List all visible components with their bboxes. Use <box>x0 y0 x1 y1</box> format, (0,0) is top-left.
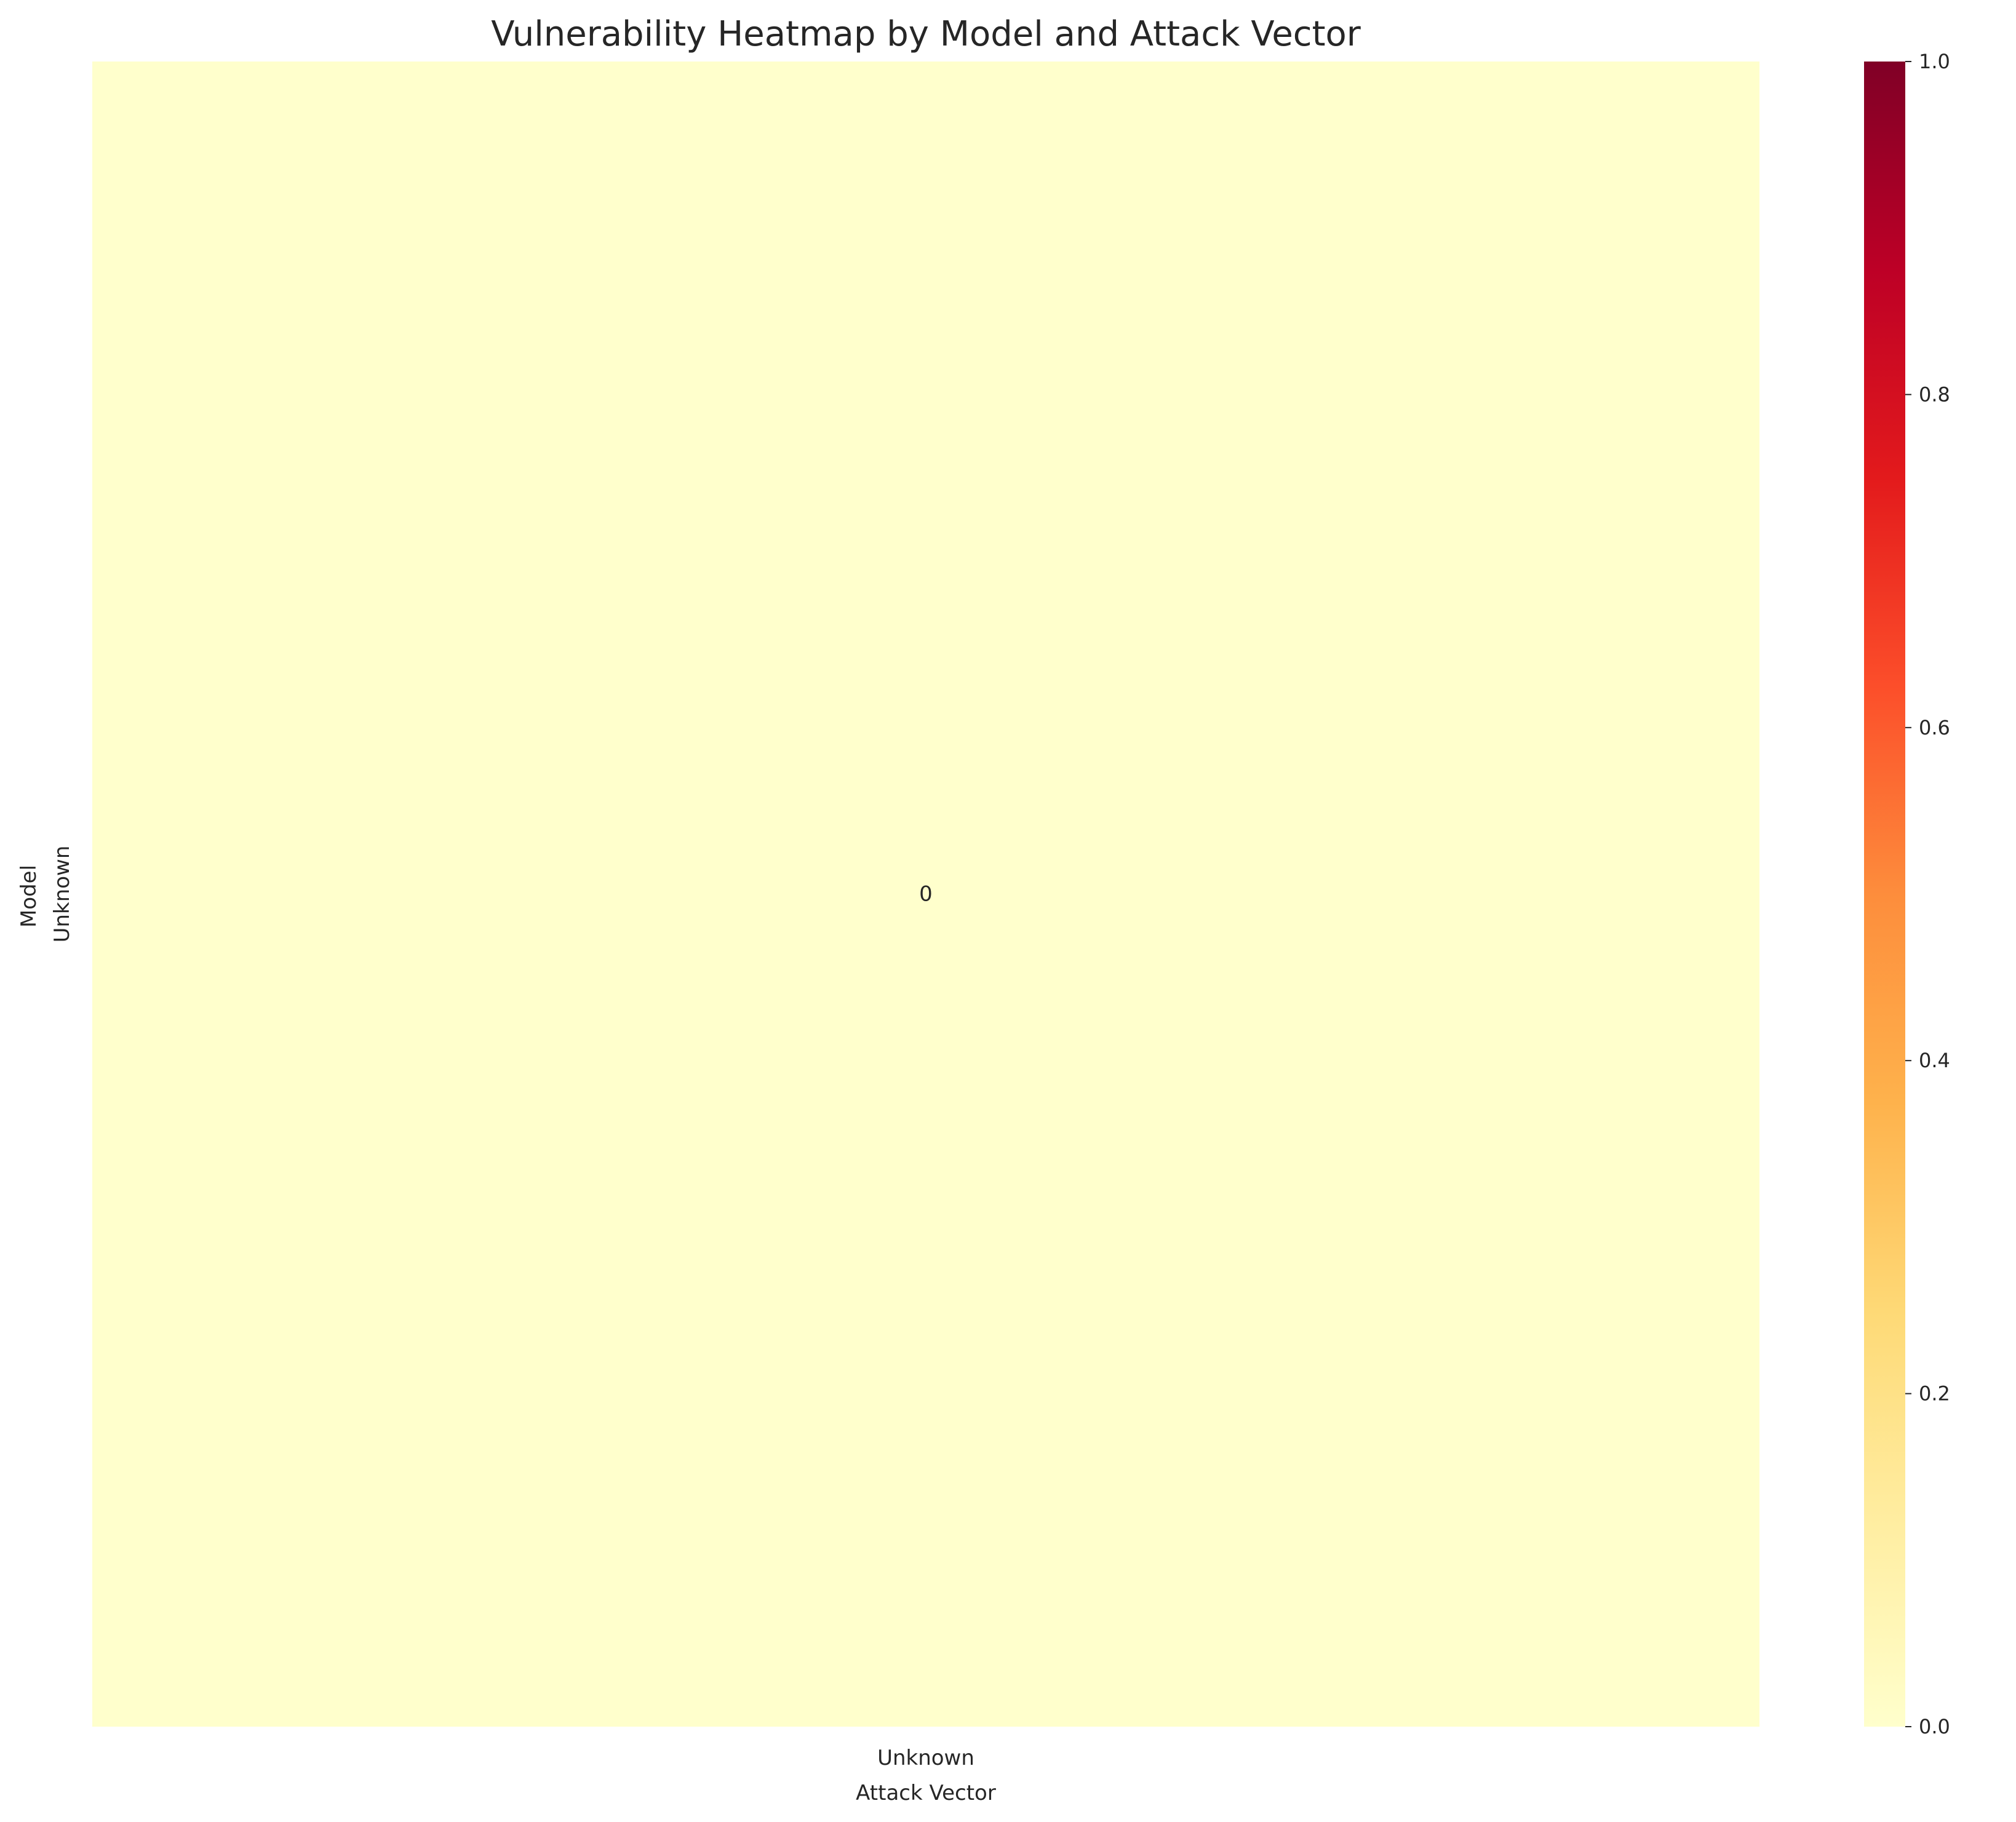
heatmap-cell <box>92 62 1759 1727</box>
colorbar-tick-label: 0.8 <box>1919 383 1950 406</box>
y-tick-label: Unknown <box>50 846 74 943</box>
colorbar-ticks: 0.0 0.2 0.4 0.6 0.8 1.0 <box>1905 50 1950 1738</box>
y-tick-labels: Unknown <box>50 846 74 943</box>
colorbar-tick-label: 0.0 <box>1919 1715 1950 1738</box>
x-tick-label: Unknown <box>877 1746 974 1770</box>
heatmap-cell-label: 0 <box>919 882 933 907</box>
heatmap-cell-labels: 0 <box>919 882 933 907</box>
colorbar-tick-label: 0.6 <box>1919 716 1950 739</box>
colorbar-tick-label: 1.0 <box>1919 50 1950 73</box>
y-axis-label: Model <box>17 865 41 928</box>
x-tick-labels: Unknown <box>877 1746 974 1770</box>
colorbar-tick-label: 0.4 <box>1919 1049 1950 1072</box>
chart-title: Vulnerability Heatmap by Model and Attac… <box>491 14 1361 54</box>
heatmap-cells <box>92 62 1759 1727</box>
x-axis-label: Attack Vector <box>856 1781 996 1805</box>
colorbar-tick-label: 0.2 <box>1919 1382 1950 1406</box>
colorbar <box>1864 62 1905 1727</box>
